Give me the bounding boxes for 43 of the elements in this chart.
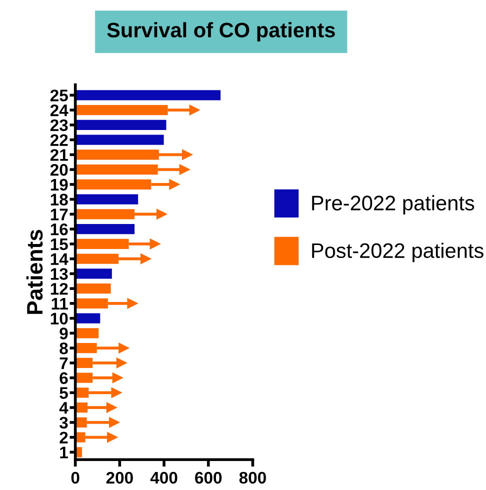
y-tick-label: 16 — [50, 223, 68, 236]
bar — [75, 313, 100, 324]
y-tick-label: 14 — [50, 253, 68, 265]
y-tick-label: 9 — [60, 328, 68, 340]
y-tick-label: 1 — [60, 446, 68, 458]
y-tick-label: 6 — [60, 372, 68, 384]
x-tick-label: 600 — [195, 472, 222, 484]
y-tick-label: 4 — [59, 402, 68, 414]
y-tick-label: 20 — [50, 164, 68, 176]
x-tick-label: 200 — [106, 472, 133, 484]
y-tick-label: 18 — [50, 194, 68, 206]
x-tick-label: 0 — [71, 472, 80, 484]
bar — [75, 120, 166, 130]
y-axis-title: Patients — [26, 230, 43, 314]
legend-label: Post-2022 patients — [312, 242, 484, 262]
bar — [75, 284, 111, 294]
y-tick-label: 23 — [50, 119, 68, 132]
y-tick-label: 12 — [50, 282, 68, 295]
y-tick-label: 15 — [50, 238, 68, 250]
chart-title: Survival of CO patients — [107, 22, 335, 42]
y-tick-label: 17 — [50, 208, 68, 220]
y-tick-label: 7 — [60, 358, 68, 369]
y-tick-label: 19 — [50, 178, 68, 191]
bar — [75, 194, 138, 204]
y-tick-label: 25 — [50, 90, 68, 102]
x-tick-label: 800 — [239, 472, 266, 484]
y-tick-label: 11 — [52, 298, 68, 310]
y-tick-label: 2 — [60, 432, 68, 444]
bar — [75, 268, 112, 279]
legend-label: Pre-2022 patients — [312, 195, 474, 215]
y-tick-label: 24 — [50, 104, 68, 116]
x-tick-label: 400 — [150, 472, 178, 484]
bar — [75, 134, 164, 145]
bar — [75, 328, 99, 338]
y-tick-label: 13 — [50, 268, 68, 280]
bar — [75, 224, 135, 234]
bar — [75, 90, 221, 100]
y-tick-label: 5 — [60, 387, 68, 399]
y-tick-label: 22 — [50, 134, 68, 146]
y-tick-label: 21 — [50, 149, 68, 161]
y-tick-label: 8 — [60, 342, 68, 354]
y-tick-label: 10 — [50, 312, 68, 325]
y-tick-label: 3 — [60, 416, 68, 429]
